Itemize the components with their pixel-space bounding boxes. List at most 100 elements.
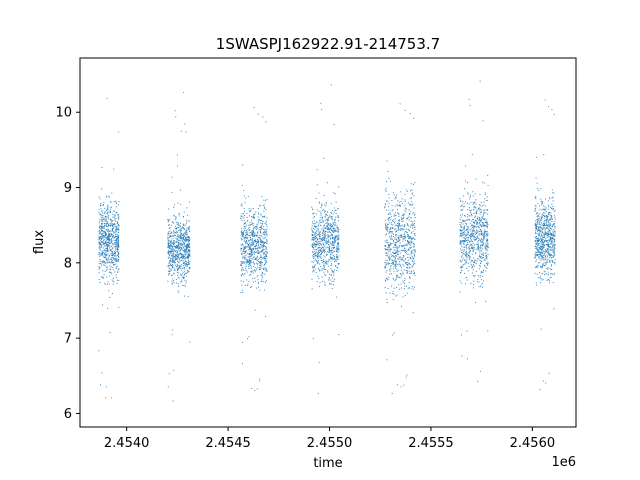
data-point <box>483 219 485 221</box>
data-point <box>323 225 325 227</box>
data-point <box>386 200 388 202</box>
data-point <box>106 195 108 197</box>
data-point <box>464 238 466 240</box>
data-point <box>551 225 553 227</box>
data-point <box>243 249 245 251</box>
data-point <box>317 392 319 394</box>
data-point <box>535 220 537 222</box>
data-point <box>554 239 556 241</box>
data-point <box>485 267 487 269</box>
data-point <box>170 245 172 247</box>
data-point <box>414 273 416 275</box>
data-point <box>541 219 543 221</box>
data-point <box>167 252 169 254</box>
data-point <box>329 228 331 230</box>
data-point <box>403 288 405 290</box>
data-point <box>535 243 537 245</box>
data-point <box>180 273 182 275</box>
data-point <box>264 253 266 255</box>
data-point <box>248 253 250 255</box>
data-point <box>462 266 464 268</box>
data-point <box>265 209 267 210</box>
data-point <box>112 254 114 256</box>
data-point <box>549 231 551 233</box>
data-point <box>552 256 554 258</box>
data-point <box>180 237 182 239</box>
data-point <box>388 209 390 211</box>
data-point <box>460 227 462 229</box>
data-point <box>535 231 537 233</box>
data-point <box>118 200 120 202</box>
data-point <box>410 253 412 255</box>
data-point <box>408 241 410 243</box>
data-point <box>178 239 180 241</box>
data-point <box>248 224 250 226</box>
data-point <box>167 280 169 282</box>
data-point <box>186 249 188 251</box>
data-point <box>116 282 118 284</box>
data-point <box>242 255 244 257</box>
data-point <box>98 279 100 281</box>
data-point <box>251 223 253 225</box>
data-point <box>335 248 337 250</box>
data-point <box>478 207 480 209</box>
data-point <box>264 234 266 236</box>
data-point <box>252 270 254 272</box>
data-point <box>245 267 247 269</box>
data-point <box>118 229 120 231</box>
data-point <box>102 232 104 234</box>
data-point <box>553 262 555 264</box>
data-point <box>473 280 475 282</box>
data-point <box>546 262 548 264</box>
data-point <box>334 238 336 240</box>
data-point <box>169 250 171 252</box>
data-point <box>107 226 109 228</box>
data-point <box>240 250 242 252</box>
data-point <box>254 239 256 241</box>
data-point <box>326 240 328 242</box>
data-point <box>542 213 544 215</box>
data-point <box>549 248 551 250</box>
data-point <box>467 255 469 257</box>
data-point <box>243 250 245 252</box>
data-point <box>334 230 336 232</box>
data-point <box>185 265 187 267</box>
data-point <box>397 264 399 266</box>
data-point <box>474 253 476 255</box>
data-point <box>319 270 321 272</box>
data-point <box>476 232 478 234</box>
data-point <box>393 241 395 243</box>
data-point <box>181 255 183 257</box>
data-point <box>334 259 336 261</box>
data-point <box>397 274 399 276</box>
data-point <box>331 247 333 249</box>
data-point <box>481 279 483 281</box>
data-point <box>394 280 396 282</box>
data-point <box>256 256 258 258</box>
data-point <box>245 231 247 233</box>
data-point <box>172 264 174 266</box>
data-point <box>467 232 469 234</box>
data-point <box>542 231 544 233</box>
data-point <box>262 276 264 278</box>
data-point <box>327 251 329 253</box>
data-point <box>323 252 325 254</box>
data-point <box>254 267 256 269</box>
data-point <box>534 205 536 207</box>
data-point <box>469 256 471 258</box>
data-point <box>540 246 542 248</box>
data-point <box>245 257 247 259</box>
data-point <box>110 225 112 227</box>
data-point <box>171 283 173 285</box>
data-point <box>324 284 326 286</box>
data-point <box>402 259 404 261</box>
data-point <box>260 227 262 229</box>
data-point <box>536 228 538 230</box>
data-point <box>255 251 257 253</box>
data-point <box>460 265 462 267</box>
data-points <box>98 80 556 402</box>
data-point <box>260 239 262 241</box>
data-point <box>247 246 249 248</box>
data-point <box>388 256 390 258</box>
data-point <box>477 248 479 250</box>
